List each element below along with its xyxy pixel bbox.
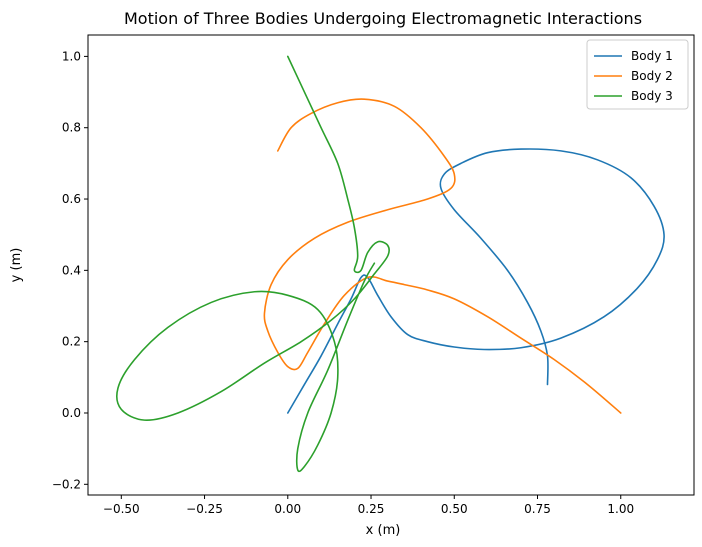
series-group [116,55,665,473]
series-line-1 [286,148,665,414]
legend-label-2: Body 2 [631,69,673,83]
y-tick-label: 0.2 [62,335,81,349]
series-line-2 [263,98,622,414]
y-tick-label: 0.0 [62,406,81,420]
legend-box [586,39,689,110]
legend: Body 1 Body 2 Body 3 [586,39,689,110]
y-tick-label: 0.6 [62,192,81,206]
y-axis-ticks: −0.2 0.0 0.2 0.4 0.6 0.8 1.0 [52,49,88,491]
legend-label-1: Body 1 [631,49,673,63]
x-axis-label: x (m) [366,523,401,538]
legend-label-3: Body 3 [631,89,673,103]
x-tick-label: 1.00 [607,502,634,516]
y-axis-label: y (m) [9,248,24,283]
y-tick-label: 0.4 [62,263,81,277]
series-line-3 [116,55,390,473]
x-tick-label: −0.25 [186,502,223,516]
x-tick-label: 0.50 [441,502,468,516]
x-tick-label: 0.00 [274,502,301,516]
y-tick-label: 0.8 [62,121,81,135]
x-tick-label: −0.50 [103,502,140,516]
plot-frame [88,35,694,495]
x-tick-label: 0.75 [524,502,551,516]
plot-border [87,34,695,496]
x-axis-ticks: −0.50 −0.25 0.00 0.25 0.50 0.75 1.00 [103,495,634,516]
chart-title: Motion of Three Bodies Undergoing Electr… [124,9,642,28]
x-tick-label: 0.25 [358,502,385,516]
y-tick-label: 1.0 [62,49,81,63]
y-tick-label: −0.2 [52,477,81,491]
